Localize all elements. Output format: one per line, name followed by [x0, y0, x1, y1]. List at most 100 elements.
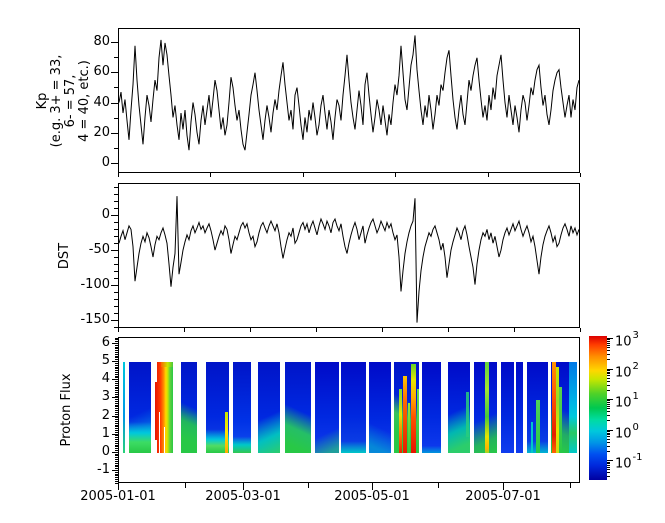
x-major-tick — [503, 483, 504, 490]
y-minor-tick — [115, 383, 118, 384]
y-tick-label: 4 — [101, 371, 110, 386]
heatmap-stripe — [155, 440, 157, 453]
kp-panel — [118, 28, 580, 173]
colorbar-minor-tick — [607, 434, 610, 435]
x-tick — [118, 328, 119, 332]
y-minor-tick — [114, 201, 118, 202]
y-minor-tick — [114, 87, 118, 88]
y-minor-tick — [114, 208, 118, 209]
colorbar-minor-tick — [607, 465, 610, 466]
colorbar-minor-tick — [607, 469, 610, 470]
x-tick — [382, 328, 383, 332]
colorbar-minor-tick — [607, 345, 610, 346]
kp-series-line — [119, 35, 579, 151]
y-tick-label: 80 — [93, 34, 110, 49]
y-minor-tick — [115, 377, 118, 378]
y-minor-tick — [115, 392, 118, 393]
x-minor-tick — [185, 483, 186, 488]
y-minor-tick — [115, 466, 118, 467]
colorbar-minor-tick — [607, 339, 610, 340]
colorbar-minor-tick — [607, 420, 610, 421]
colorbar-label-base: 10 — [615, 365, 632, 381]
y-minor-tick — [115, 441, 118, 442]
colorbar-label-base: 10 — [615, 334, 632, 350]
y-minor-tick — [115, 381, 118, 382]
x-minor-tick — [570, 483, 571, 488]
proton-flux-heatmap — [119, 362, 579, 453]
x-tick — [250, 328, 251, 332]
heatmap-segment — [258, 362, 280, 453]
colorbar-major-tick — [607, 430, 613, 431]
y-minor-tick — [114, 264, 118, 265]
colorbar-minor-tick — [607, 381, 610, 382]
x-tick — [580, 328, 581, 332]
y-minor-tick — [114, 271, 118, 272]
colorbar-minor-tick — [607, 408, 610, 409]
y-major-tick — [111, 285, 118, 286]
y-minor-tick — [114, 236, 118, 237]
y-minor-tick — [115, 459, 118, 460]
x-tick — [303, 173, 304, 177]
heatmap-segment — [181, 362, 197, 453]
heatmap-stripe — [411, 364, 416, 453]
y-major-tick — [111, 133, 118, 134]
y-minor-tick — [114, 118, 118, 119]
colorbar-minor-tick — [607, 385, 610, 386]
colorbar-tick-label: 101 — [615, 391, 639, 411]
y-minor-tick — [114, 57, 118, 58]
colorbar-minor-tick — [607, 359, 610, 360]
y-tick-label: 1 — [101, 426, 110, 441]
x-tick — [118, 173, 119, 177]
colorbar-minor-tick — [607, 378, 610, 379]
y-tick-label: -150 — [80, 312, 110, 327]
kp-plot — [119, 35, 579, 151]
x-minor-tick — [308, 483, 309, 488]
colorbar-major-tick — [607, 369, 613, 370]
heatmap-stripe — [559, 387, 562, 453]
y-minor-tick — [115, 414, 118, 415]
y-minor-tick — [115, 479, 118, 480]
y-minor-tick — [115, 439, 118, 440]
colorbar-minor-tick — [607, 341, 610, 342]
colorbar-minor-tick — [607, 433, 610, 434]
x-tick — [488, 173, 489, 177]
y-minor-tick — [115, 406, 118, 407]
colorbar-label-exponent: 1 — [632, 391, 639, 402]
colorbar-minor-tick — [607, 411, 610, 412]
y-minor-tick — [115, 419, 118, 420]
colorbar-label-base: 10 — [615, 395, 632, 411]
y-minor-tick — [115, 474, 118, 475]
y-major-tick — [112, 452, 118, 453]
y-minor-tick — [115, 365, 118, 366]
y-minor-tick — [115, 475, 118, 476]
x-tick — [184, 328, 185, 332]
y-minor-tick — [115, 339, 118, 340]
heatmap-segment — [341, 362, 366, 453]
heatmap-segment — [516, 362, 523, 453]
colorbar-minor-tick — [607, 439, 610, 440]
y-minor-tick — [114, 306, 118, 307]
x-tick — [395, 173, 396, 177]
y-major-tick — [112, 470, 118, 471]
y-minor-tick — [115, 421, 118, 422]
colorbar-minor-tick — [607, 472, 610, 473]
colorbar-minor-tick — [607, 415, 610, 416]
y-minor-tick — [115, 345, 118, 346]
colorbar-minor-tick — [607, 375, 610, 376]
y-tick-label: 3 — [101, 389, 110, 404]
x-date-label: 2005-03-01 — [205, 489, 281, 504]
colorbar-major-tick — [607, 338, 613, 339]
y-minor-tick — [115, 354, 118, 355]
y-tick-label: 40 — [93, 95, 110, 110]
y-minor-tick — [115, 428, 118, 429]
colorbar-major-tick — [607, 460, 613, 461]
y-minor-tick — [115, 448, 118, 449]
y-major-tick — [112, 379, 118, 380]
y-minor-tick — [115, 401, 118, 402]
heatmap-segment — [501, 362, 514, 453]
y-minor-tick — [115, 370, 118, 371]
y-minor-tick — [115, 410, 118, 411]
y-minor-tick — [115, 368, 118, 369]
heatmap-stripe — [408, 403, 410, 453]
heatmap-segment — [448, 362, 470, 453]
